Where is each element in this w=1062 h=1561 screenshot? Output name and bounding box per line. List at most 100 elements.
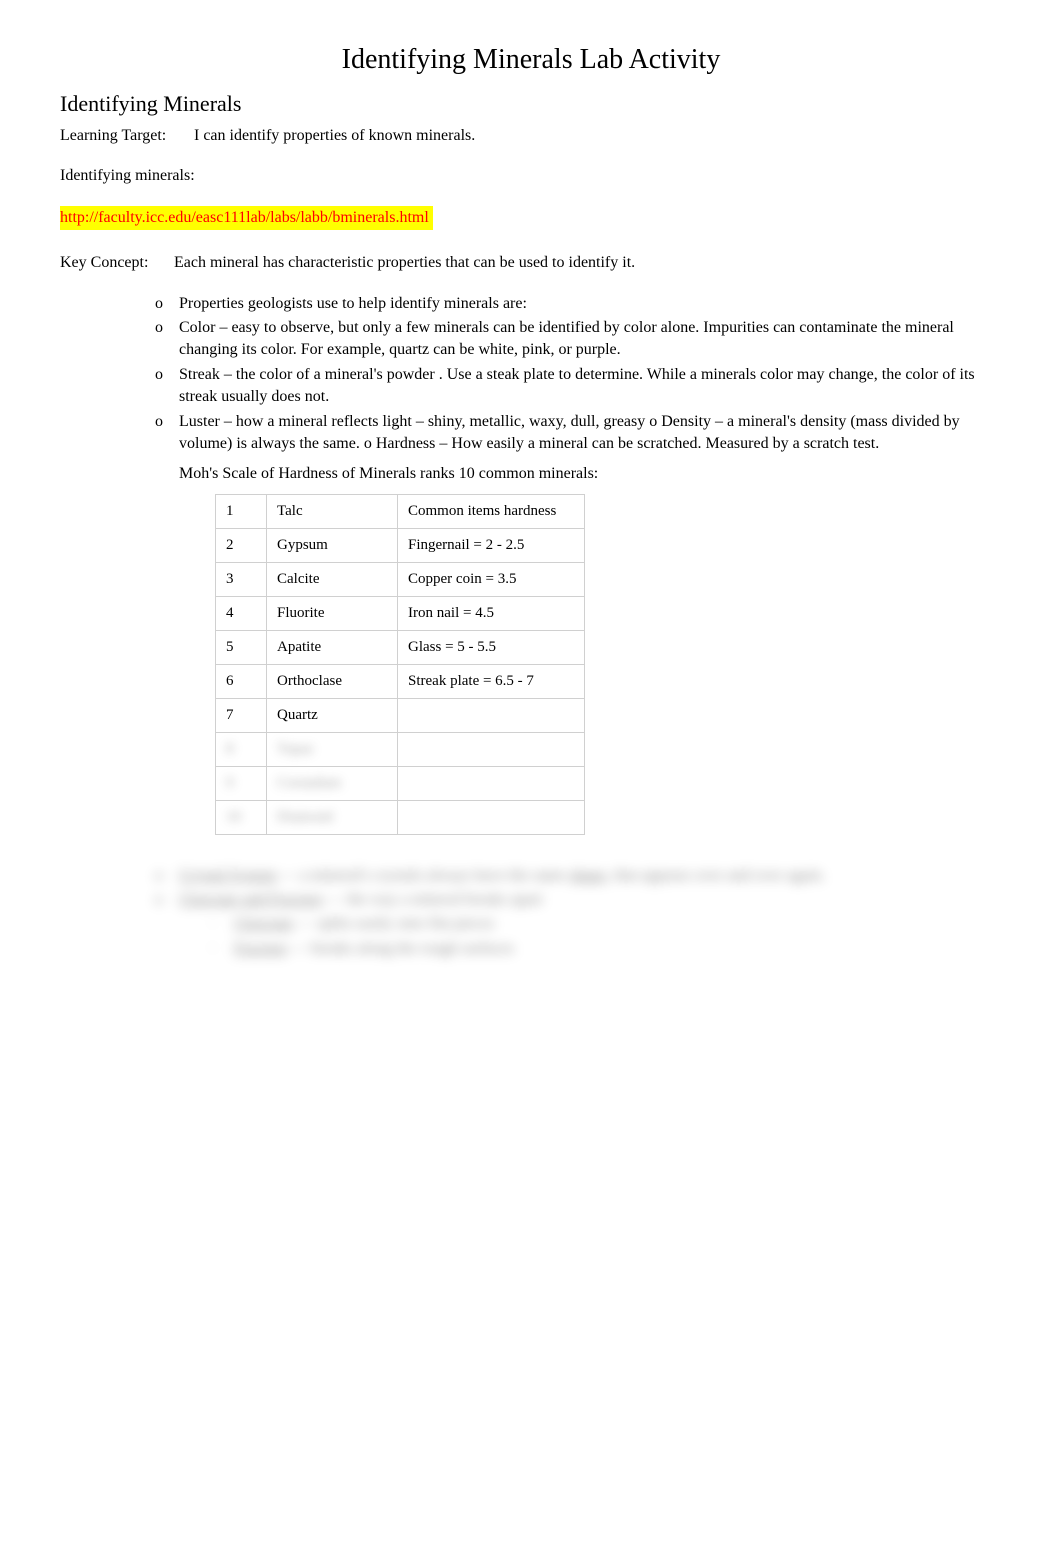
hardness-number: 4 (216, 596, 267, 630)
term-cleavage: Cleavage (234, 915, 294, 932)
mohs-intro: Moh's Scale of Hardness of Minerals rank… (179, 463, 1002, 485)
text: , that appears over and over again. (606, 867, 825, 884)
hardness-number: 5 (216, 630, 267, 664)
text: — the way a mineral breaks apart (323, 891, 543, 908)
table-row: 8Topaz (216, 732, 585, 766)
table-row: 9Corundum (216, 766, 585, 800)
table-row: 7Quartz (216, 698, 585, 732)
list-item: o Crystal System — a mineral's crystals … (155, 865, 1002, 887)
mineral-name: Gypsum (267, 528, 398, 562)
term-luster: Luster (179, 413, 220, 430)
list-item-text: Fracture — breaks along the rough surfac… (234, 938, 1002, 960)
text: light – shiny, metallic, waxy, dull, gre… (378, 413, 661, 430)
bullet-marker: · (210, 913, 234, 935)
bullet-marker: o (155, 293, 179, 315)
list-item: o Properties geologists use to help iden… (155, 293, 1002, 315)
common-item-hardness (398, 698, 585, 732)
list-item-text: Crystal System — a mineral's crystals al… (179, 865, 1002, 887)
term-powder: powder (387, 366, 435, 383)
list-item: o Color – easy to observe, but only a fe… (155, 317, 1002, 362)
term-crystal-system: Crystal System (179, 867, 276, 884)
page-title: Identifying Minerals Lab Activity (60, 40, 1002, 79)
list-item-text: Cleavage and Fracture — the way a minera… (179, 889, 1002, 911)
table-row: 5ApatiteGlass = 5 - 5.5 (216, 630, 585, 664)
term-cleavage-fracture: Cleavage and Fracture (179, 891, 323, 908)
mineral-name: Calcite (267, 562, 398, 596)
mineral-name: Talc (267, 494, 398, 528)
bullet-marker: · (210, 938, 234, 960)
mineral-name: Quartz (267, 698, 398, 732)
common-item-hardness: Fingernail = 2 - 2.5 (398, 528, 585, 562)
properties-list: o Properties geologists use to help iden… (155, 293, 1002, 456)
common-item-hardness: Iron nail = 4.5 (398, 596, 585, 630)
list-item-text: Streak – the color of a mineral's powder… (179, 364, 1002, 409)
common-item-hardness: Common items hardness (398, 494, 585, 528)
sub-list-item: · Fracture — breaks along the rough surf… (210, 938, 1002, 960)
key-concept-label: Key Concept: (60, 252, 170, 274)
learning-target-row: Learning Target: I can identify properti… (60, 125, 1002, 147)
table-row: 10Diamond (216, 800, 585, 834)
list-item-text: Luster – how a mineral reflects light – … (179, 411, 1002, 456)
term-color: Color (179, 319, 215, 336)
text: – easy to observe, but only a few minera… (179, 319, 954, 358)
bullet-marker: o (155, 364, 179, 386)
list-item: o Cleavage and Fracture — the way a mine… (155, 889, 1002, 911)
term-scratch: scratch (804, 435, 849, 452)
list-item: o Streak – the color of a mineral's powd… (155, 364, 1002, 409)
common-item-hardness: Streak plate = 6.5 - 7 (398, 664, 585, 698)
hardness-number: 7 (216, 698, 267, 732)
mineral-name: Apatite (267, 630, 398, 664)
subtitle: Identifying Minerals (60, 89, 1002, 120)
bullet-marker: o (155, 889, 179, 911)
text: — a mineral's crystals always have the s… (276, 867, 569, 884)
table-row: 2GypsumFingernail = 2 - 2.5 (216, 528, 585, 562)
table-row: 6OrthoclaseStreak plate = 6.5 - 7 (216, 664, 585, 698)
common-item-hardness: Copper coin = 3.5 (398, 562, 585, 596)
hardness-number: 10 (216, 800, 267, 834)
list-item: o Luster – how a mineral reflects light … (155, 411, 1002, 456)
hardness-number: 1 (216, 494, 267, 528)
term-reflects: reflects (331, 413, 378, 430)
text: — breaks along the rough surfaces (287, 940, 514, 957)
common-item-hardness: Glass = 5 - 5.5 (398, 630, 585, 664)
table-row: 4FluoriteIron nail = 4.5 (216, 596, 585, 630)
common-item-hardness (398, 766, 585, 800)
table-row: 3CalciteCopper coin = 3.5 (216, 562, 585, 596)
learning-target-text: I can identify properties of known miner… (194, 127, 475, 144)
text: — splits easily onto flat pieces (294, 915, 495, 932)
list-item-text: Cleavage — splits easily onto flat piece… (234, 913, 1002, 935)
common-item-hardness (398, 732, 585, 766)
mineral-name: Orthoclase (267, 664, 398, 698)
mineral-name: Fluorite (267, 596, 398, 630)
hardness-number: 8 (216, 732, 267, 766)
mineral-name: Corundum (267, 766, 398, 800)
term-shape: shape (569, 867, 605, 884)
common-item-hardness (398, 800, 585, 834)
text: test. (849, 435, 879, 452)
sub-list-item: · Cleavage — splits easily onto flat pie… (210, 913, 1002, 935)
resource-link[interactable]: http://faculty.icc.edu/easc111lab/labs/l… (60, 206, 433, 230)
identifying-label: Identifying minerals: (60, 165, 1002, 187)
list-item-text: Color – easy to observe, but only a few … (179, 317, 1002, 362)
table-row: 1TalcCommon items hardness (216, 494, 585, 528)
term-fracture: Fracture (234, 940, 287, 957)
hardness-table: 1TalcCommon items hardness2GypsumFingern… (215, 494, 585, 835)
hardness-number: 2 (216, 528, 267, 562)
hardness-number: 3 (216, 562, 267, 596)
bullet-marker: o (155, 865, 179, 887)
bullet-marker: o (155, 411, 179, 433)
hardness-number: 6 (216, 664, 267, 698)
text: – How easily a mineral can be scratched.… (435, 435, 803, 452)
blurred-preview: o Crystal System — a mineral's crystals … (60, 865, 1002, 961)
learning-target-label: Learning Target: (60, 125, 190, 147)
text: – how a mineral (220, 413, 332, 430)
term-density: Density (661, 413, 711, 430)
mineral-name: Diamond (267, 800, 398, 834)
key-concept-row: Key Concept: Each mineral has characteri… (60, 252, 1002, 274)
key-concept-text: Each mineral has characteristic properti… (174, 254, 635, 271)
mineral-name: Topaz (267, 732, 398, 766)
hardness-number: 9 (216, 766, 267, 800)
bullet-marker: o (155, 317, 179, 339)
list-item-text: Properties geologists use to help identi… (179, 293, 1002, 315)
term-streak: Streak (179, 366, 220, 383)
